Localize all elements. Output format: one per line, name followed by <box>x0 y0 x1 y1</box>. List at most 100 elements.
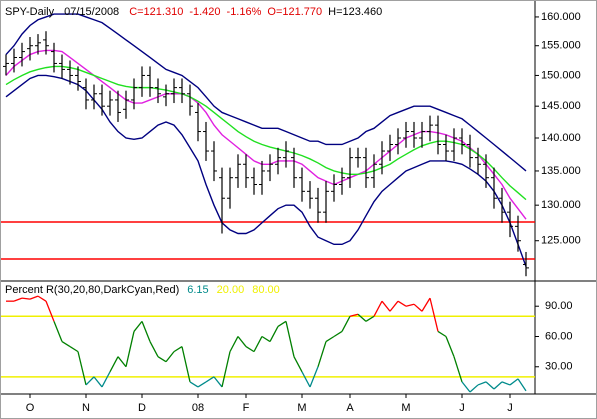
chart-date: 07/15/2008 <box>64 6 119 18</box>
percent-r-segment <box>477 381 487 386</box>
y-tick-label: 140.000 <box>541 132 581 144</box>
percent-r-segment <box>101 371 111 388</box>
readout-value: O=121.770 <box>267 6 322 18</box>
readout-value: C=121.310 <box>129 6 183 18</box>
percent-r-segment <box>205 376 215 383</box>
percent-r-segment <box>285 321 295 357</box>
indicator-line <box>5 65 527 201</box>
indicator-line <box>5 74 527 267</box>
percent-r-segment <box>397 300 407 307</box>
percent-r-segment <box>157 356 167 363</box>
percent-r-segment <box>229 336 239 352</box>
y-tick-label: 145.000 <box>541 100 581 112</box>
percent-r-segment <box>501 381 511 386</box>
y-tick-label: 125.000 <box>541 235 581 247</box>
percent-r-segment <box>341 316 351 332</box>
percent-r-segment <box>173 346 183 353</box>
percent-r-segment <box>509 378 519 386</box>
percent-r-segment <box>269 326 279 342</box>
y-tick-label: 160.000 <box>541 11 581 23</box>
percent-r-segment <box>29 295 39 300</box>
percent-r-segment <box>77 351 87 386</box>
x-tick-label: O <box>26 402 35 414</box>
level-label: 80.00 <box>252 284 280 296</box>
readout-value: -1.16% <box>227 6 262 18</box>
percent-r-segment <box>261 335 271 343</box>
percent-r-segment <box>429 297 439 332</box>
percent-r-segment <box>189 381 199 388</box>
percent-r-segment <box>253 336 263 352</box>
percent-r-segment <box>141 321 151 342</box>
percent-r-segment <box>125 331 135 367</box>
percent-r-segment <box>469 384 479 393</box>
x-tick-label: F <box>243 402 250 414</box>
percent-r-segment <box>13 297 23 302</box>
y-tick-label: 90.00 <box>545 300 573 312</box>
percent-r-segment <box>237 336 247 347</box>
y-tick-label: 130.000 <box>541 199 581 211</box>
percent-r-segment <box>197 381 207 388</box>
percent-r-segment <box>165 351 175 363</box>
level-label: 20.00 <box>217 284 245 296</box>
chart-title: SPY-Daily <box>5 6 55 18</box>
percent-r-segment <box>149 341 159 357</box>
percent-r-segment <box>453 356 463 383</box>
percent-r-segment <box>133 320 143 332</box>
x-tick-label: A <box>346 402 354 414</box>
percent-r-segment <box>405 303 415 307</box>
percent-r-segment <box>333 330 343 338</box>
percent-r-segment <box>381 300 391 312</box>
current-value: 6.15 <box>187 284 208 296</box>
y-tick-label: 150.000 <box>541 69 581 81</box>
percent-r-segment <box>293 356 303 373</box>
percent-r-segment <box>421 297 431 312</box>
percent-r-segment <box>21 297 31 300</box>
percent-r-segment <box>309 366 319 388</box>
percent-r-segment <box>349 313 359 317</box>
percent-r-segment <box>61 340 71 348</box>
x-tick-label: M <box>401 402 410 414</box>
percent-r-segment <box>485 381 495 390</box>
percent-r-segment <box>517 378 527 392</box>
percent-r-segment <box>109 356 119 373</box>
readout-value: H=123.460 <box>328 6 382 18</box>
readout-value: -1.420 <box>189 6 220 18</box>
x-tick-label: N <box>82 402 90 414</box>
panel-title: Percent R(30,20,80,DarkCyan,Red) <box>5 284 179 296</box>
y-tick-label: 60.00 <box>545 330 573 342</box>
percent-r-segment <box>389 300 399 312</box>
percent-r-segment <box>69 346 79 353</box>
percent-r-segment <box>461 381 471 393</box>
percent-r-segment <box>245 346 255 353</box>
percent-r-segment <box>277 320 287 327</box>
percent-r-segment <box>365 315 375 322</box>
percent-r-segment <box>373 300 383 317</box>
percent-r-segment <box>357 313 367 322</box>
x-tick-label: 08 <box>192 402 204 414</box>
percent-r-segment <box>493 381 503 390</box>
percent-r-segment <box>437 330 447 338</box>
indicator-line <box>5 13 527 172</box>
x-tick-label: J <box>459 402 465 414</box>
percent-r-segment <box>445 336 455 357</box>
percent-r-segment <box>53 321 63 342</box>
percent-r-segment <box>221 351 231 388</box>
percent-r-segment <box>85 376 95 386</box>
percent-r-segment <box>93 376 103 388</box>
x-tick-label: D <box>138 402 146 414</box>
percent-r-segment <box>317 341 327 367</box>
percent-r-segment <box>413 303 423 312</box>
percent-r-segment <box>301 371 311 388</box>
x-tick-label: J <box>507 402 513 414</box>
percent-r-segment <box>45 300 55 322</box>
percent-r-segment <box>181 346 191 383</box>
percent-r-segment <box>117 356 127 368</box>
y-tick-label: 30.00 <box>545 361 573 373</box>
percent-r-segment <box>213 376 223 388</box>
percent-r-segment <box>37 295 47 302</box>
x-tick-label: M <box>297 402 306 414</box>
y-tick-label: 155.000 <box>541 40 581 52</box>
y-tick-label: 135.000 <box>541 165 581 177</box>
